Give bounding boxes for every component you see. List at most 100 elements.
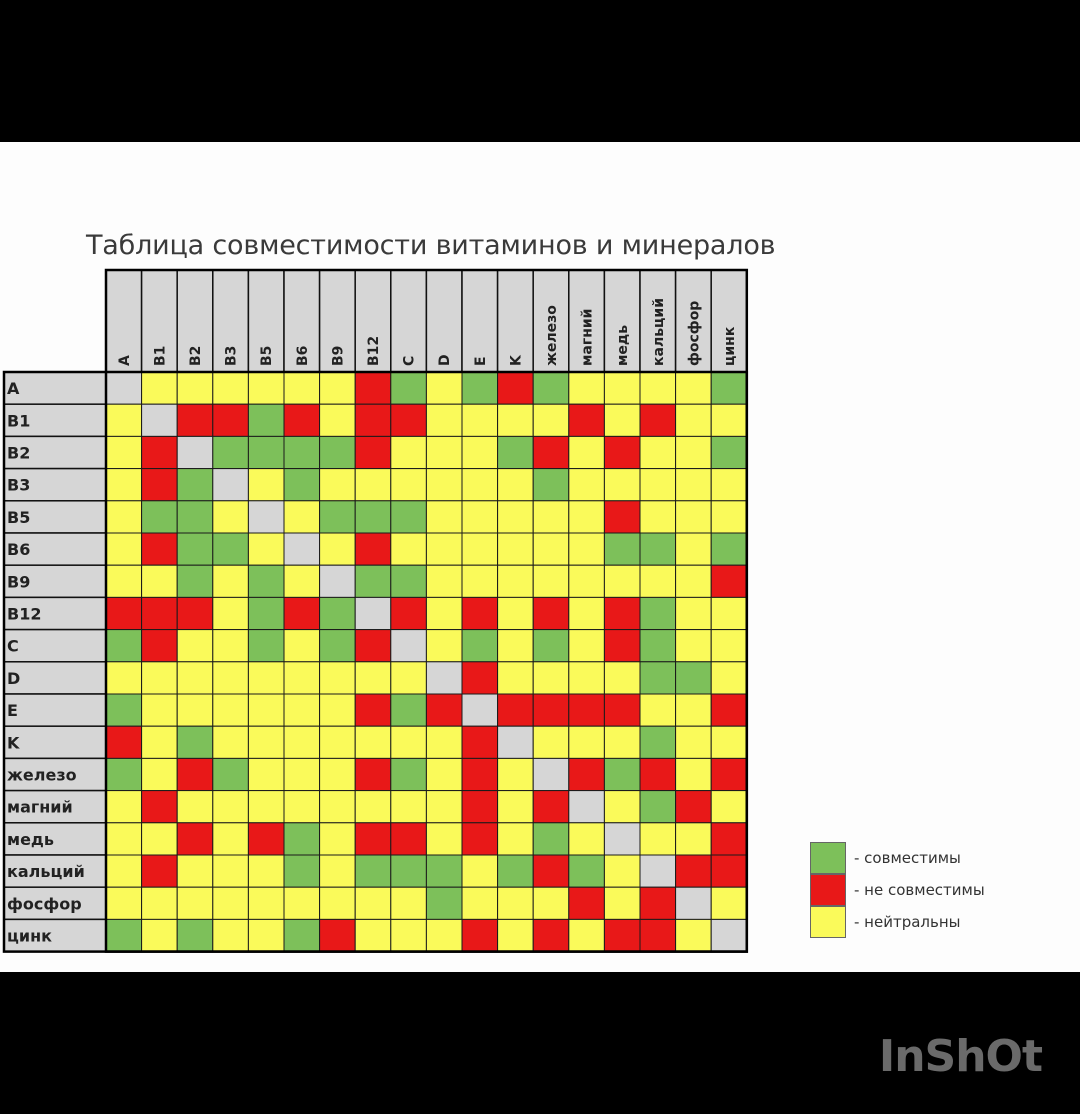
heatmap-cell xyxy=(710,532,748,566)
heatmap-cell xyxy=(390,435,427,470)
heatmap-cell xyxy=(105,757,143,792)
heatmap-cell xyxy=(710,822,748,856)
chart-panel: Таблица совместимости витаминов и минера… xyxy=(0,142,1080,972)
heatmap-cell xyxy=(176,564,214,598)
row-label: B12 xyxy=(7,605,41,624)
heatmap-cell xyxy=(532,564,570,598)
heatmap-cell xyxy=(497,435,534,470)
column-header-cell xyxy=(674,269,712,373)
heatmap-cell xyxy=(532,918,570,953)
heatmap-cell xyxy=(497,661,534,695)
heatmap-cell xyxy=(675,854,712,888)
legend-swatch-green xyxy=(810,842,846,874)
heatmap-cell xyxy=(603,886,641,920)
heatmap-cell xyxy=(710,886,748,920)
heatmap-cell xyxy=(212,661,249,695)
heatmap-cell xyxy=(461,918,499,953)
heatmap-cell xyxy=(212,371,249,405)
heatmap-cell xyxy=(176,403,214,437)
heatmap-cell xyxy=(675,822,712,856)
legend-label-incompatible: - не совместимы xyxy=(854,881,985,899)
heatmap-cell xyxy=(176,693,214,727)
heatmap-cell xyxy=(603,500,641,534)
heatmap-cell xyxy=(319,822,356,856)
heatmap-cell xyxy=(247,371,285,405)
heatmap-cell xyxy=(390,629,427,663)
heatmap-cell xyxy=(141,854,178,888)
heatmap-cell xyxy=(319,435,356,470)
heatmap-cell xyxy=(603,854,641,888)
legend-swatch-yellow xyxy=(810,906,846,938)
heatmap-cell xyxy=(247,693,285,727)
heatmap-cell xyxy=(247,661,285,695)
heatmap-cell xyxy=(675,532,712,566)
heatmap-cell xyxy=(390,661,427,695)
heatmap-cell xyxy=(105,790,143,824)
heatmap-cell xyxy=(639,596,677,631)
legend-label-compatible: - совместимы xyxy=(854,849,961,867)
heatmap-cell xyxy=(212,725,249,759)
heatmap-cell xyxy=(532,725,570,759)
heatmap-cell xyxy=(354,918,392,953)
heatmap-cell xyxy=(568,822,605,856)
heatmap-cell xyxy=(639,435,677,470)
row-header-cell xyxy=(3,693,107,727)
heatmap-cell xyxy=(568,596,605,631)
heatmap-cell xyxy=(639,757,677,792)
heatmap-cell xyxy=(390,403,427,437)
heatmap-cell xyxy=(319,725,356,759)
heatmap-cell xyxy=(425,693,463,727)
heatmap-cell xyxy=(710,596,748,631)
heatmap-cell xyxy=(176,468,214,502)
heatmap-cell xyxy=(212,886,249,920)
heatmap-cell xyxy=(603,822,641,856)
column-label: B1 xyxy=(152,346,168,366)
column-label: B2 xyxy=(188,346,204,366)
heatmap-cell xyxy=(283,757,321,792)
grid-border xyxy=(2,370,749,953)
heatmap-cell xyxy=(354,629,392,663)
heatmap-cell xyxy=(568,403,605,437)
heatmap-cell xyxy=(532,532,570,566)
heatmap-cell xyxy=(461,790,499,824)
heatmap-cell xyxy=(176,790,214,824)
heatmap-cell xyxy=(319,854,356,888)
heatmap-cell xyxy=(710,629,748,663)
heatmap-cell xyxy=(710,468,748,502)
row-label: кальций xyxy=(7,862,85,881)
heatmap-cell xyxy=(461,661,499,695)
heatmap-cell xyxy=(461,403,499,437)
heatmap-cell xyxy=(425,918,463,953)
heatmap-cell xyxy=(390,693,427,727)
heatmap-cell xyxy=(105,886,143,920)
heatmap-cell xyxy=(675,757,712,792)
heatmap-cell xyxy=(390,532,427,566)
heatmap-cell xyxy=(568,435,605,470)
heatmap-cell xyxy=(497,596,534,631)
heatmap-cell xyxy=(390,886,427,920)
heatmap-cell xyxy=(568,790,605,824)
heatmap-cell xyxy=(319,596,356,631)
heatmap-cell xyxy=(141,693,178,727)
heatmap-cell xyxy=(425,403,463,437)
heatmap-cell xyxy=(710,500,748,534)
heatmap-cell xyxy=(354,822,392,856)
heatmap-cell xyxy=(425,886,463,920)
heatmap-cell xyxy=(212,403,249,437)
row-label: K xyxy=(7,733,20,752)
row-header-cell xyxy=(3,435,107,470)
heatmap-cell xyxy=(247,403,285,437)
heatmap-cell xyxy=(710,435,748,470)
heatmap-cell xyxy=(710,693,748,727)
legend-label-neutral: - нейтральны xyxy=(854,913,961,931)
heatmap-cell xyxy=(354,500,392,534)
heatmap-cell xyxy=(354,757,392,792)
heatmap-cell xyxy=(283,371,321,405)
heatmap-cell xyxy=(390,822,427,856)
heatmap-cell xyxy=(461,757,499,792)
heatmap-cell xyxy=(639,661,677,695)
row-label: B9 xyxy=(7,572,30,591)
heatmap-cell xyxy=(532,757,570,792)
heatmap-cell xyxy=(568,918,605,953)
heatmap-cell xyxy=(354,435,392,470)
